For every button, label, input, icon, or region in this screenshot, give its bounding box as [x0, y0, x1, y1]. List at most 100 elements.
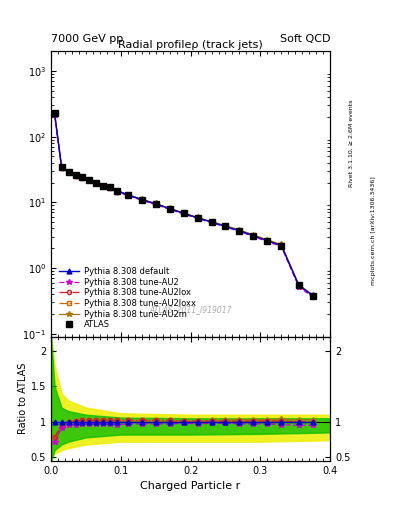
Pythia 8.308 tune-AU2m: [251, 232, 256, 238]
Pythia 8.308 tune-AU2m: [296, 282, 301, 288]
Pythia 8.308 tune-AU2: [59, 165, 64, 171]
Pythia 8.308 tune-AU2m: [237, 227, 242, 233]
ATLAS: [296, 282, 301, 288]
Pythia 8.308 tune-AU2m: [167, 205, 172, 211]
Pythia 8.308 default: [251, 232, 256, 239]
Text: 7000 GeV pp: 7000 GeV pp: [51, 33, 123, 44]
Pythia 8.308 tune-AU2lox: [52, 111, 57, 117]
ATLAS: [87, 177, 92, 183]
ATLAS: [73, 172, 78, 178]
Pythia 8.308 tune-AU2: [237, 228, 242, 234]
Pythia 8.308 tune-AU2loxx: [87, 178, 92, 184]
Pythia 8.308 default: [223, 223, 228, 229]
Pythia 8.308 tune-AU2: [251, 233, 256, 240]
Line: Pythia 8.308 tune-AU2lox: Pythia 8.308 tune-AU2lox: [53, 112, 315, 298]
Pythia 8.308 default: [52, 110, 57, 116]
Line: ATLAS: ATLAS: [51, 110, 316, 298]
Pythia 8.308 default: [195, 215, 200, 221]
ATLAS: [153, 201, 158, 207]
ATLAS: [101, 182, 106, 188]
Line: Pythia 8.308 tune-AU2m: Pythia 8.308 tune-AU2m: [52, 111, 316, 297]
ATLAS: [59, 163, 64, 169]
Pythia 8.308 tune-AU2loxx: [59, 164, 64, 170]
Pythia 8.308 tune-AU2lox: [237, 227, 242, 233]
Pythia 8.308 tune-AU2m: [87, 177, 92, 183]
Pythia 8.308 default: [94, 180, 99, 186]
Pythia 8.308 tune-AU2: [310, 294, 315, 300]
Pythia 8.308 tune-AU2lox: [251, 232, 256, 239]
Pythia 8.308 tune-AU2: [101, 183, 106, 189]
ATLAS: [94, 180, 99, 186]
Pythia 8.308 tune-AU2: [181, 211, 186, 217]
Pythia 8.308 tune-AU2: [87, 178, 92, 184]
ATLAS: [251, 232, 256, 239]
Pythia 8.308 tune-AU2lox: [223, 223, 228, 229]
Pythia 8.308 tune-AU2: [108, 185, 113, 191]
ATLAS: [265, 238, 270, 244]
Pythia 8.308 tune-AU2loxx: [66, 169, 71, 176]
Pythia 8.308 tune-AU2m: [140, 196, 144, 202]
Pythia 8.308 tune-AU2: [52, 112, 57, 118]
Legend: Pythia 8.308 default, Pythia 8.308 tune-AU2, Pythia 8.308 tune-AU2lox, Pythia 8.: Pythia 8.308 default, Pythia 8.308 tune-…: [55, 264, 199, 332]
Pythia 8.308 tune-AU2: [73, 173, 78, 179]
Pythia 8.308 tune-AU2: [80, 175, 85, 181]
Pythia 8.308 tune-AU2lox: [153, 201, 158, 207]
Pythia 8.308 default: [181, 210, 186, 217]
ATLAS: [80, 174, 85, 180]
ATLAS: [181, 210, 186, 217]
Pythia 8.308 tune-AU2lox: [181, 210, 186, 217]
Text: Rivet 3.1.10, ≥ 2.6M events: Rivet 3.1.10, ≥ 2.6M events: [349, 100, 354, 187]
Pythia 8.308 default: [153, 201, 158, 207]
Pythia 8.308 tune-AU2: [94, 180, 99, 186]
ATLAS: [66, 169, 71, 175]
Pythia 8.308 tune-AU2loxx: [125, 192, 130, 198]
Pythia 8.308 tune-AU2: [153, 202, 158, 208]
Pythia 8.308 tune-AU2loxx: [140, 197, 144, 203]
Pythia 8.308 tune-AU2m: [73, 172, 78, 178]
Pythia 8.308 default: [73, 172, 78, 178]
Pythia 8.308 tune-AU2m: [310, 292, 315, 298]
Pythia 8.308 default: [296, 282, 301, 288]
X-axis label: Charged Particle r: Charged Particle r: [140, 481, 241, 491]
Pythia 8.308 tune-AU2m: [223, 223, 228, 229]
Pythia 8.308 default: [167, 206, 172, 212]
ATLAS: [279, 243, 284, 249]
Pythia 8.308 tune-AU2: [66, 169, 71, 176]
Pythia 8.308 tune-AU2: [125, 193, 130, 199]
Pythia 8.308 default: [115, 188, 120, 194]
Pythia 8.308 tune-AU2m: [279, 242, 284, 248]
Pythia 8.308 tune-AU2lox: [125, 192, 130, 198]
Pythia 8.308 default: [279, 243, 284, 249]
Pythia 8.308 tune-AU2m: [181, 210, 186, 216]
Pythia 8.308 tune-AU2m: [59, 164, 64, 170]
Pythia 8.308 default: [108, 184, 113, 190]
Pythia 8.308 tune-AU2lox: [59, 164, 64, 170]
Pythia 8.308 tune-AU2lox: [115, 188, 120, 195]
Title: Radial profileρ (track jets): Radial profileρ (track jets): [118, 40, 263, 50]
Pythia 8.308 tune-AU2loxx: [296, 283, 301, 289]
ATLAS: [125, 192, 130, 198]
ATLAS: [310, 292, 315, 298]
Line: Pythia 8.308 tune-AU2: Pythia 8.308 tune-AU2: [52, 112, 316, 300]
Pythia 8.308 tune-AU2: [209, 220, 214, 226]
Pythia 8.308 tune-AU2lox: [195, 215, 200, 221]
Pythia 8.308 tune-AU2lox: [279, 242, 284, 248]
Pythia 8.308 tune-AU2: [279, 244, 284, 250]
Pythia 8.308 tune-AU2loxx: [251, 232, 256, 239]
Pythia 8.308 tune-AU2lox: [167, 206, 172, 212]
Pythia 8.308 default: [140, 197, 144, 203]
Pythia 8.308 tune-AU2lox: [265, 238, 270, 244]
Text: Soft QCD: Soft QCD: [280, 33, 330, 44]
Pythia 8.308 tune-AU2m: [66, 169, 71, 175]
Pythia 8.308 default: [310, 292, 315, 298]
Pythia 8.308 tune-AU2: [167, 206, 172, 212]
Pythia 8.308 tune-AU2m: [52, 111, 57, 117]
Pythia 8.308 default: [66, 169, 71, 175]
Pythia 8.308 tune-AU2lox: [94, 180, 99, 186]
Pythia 8.308 tune-AU2: [115, 189, 120, 195]
ATLAS: [108, 184, 113, 190]
Pythia 8.308 tune-AU2lox: [80, 175, 85, 181]
Y-axis label: Ratio to ATLAS: Ratio to ATLAS: [18, 363, 28, 434]
Pythia 8.308 tune-AU2loxx: [237, 227, 242, 233]
Pythia 8.308 tune-AU2loxx: [310, 293, 315, 300]
